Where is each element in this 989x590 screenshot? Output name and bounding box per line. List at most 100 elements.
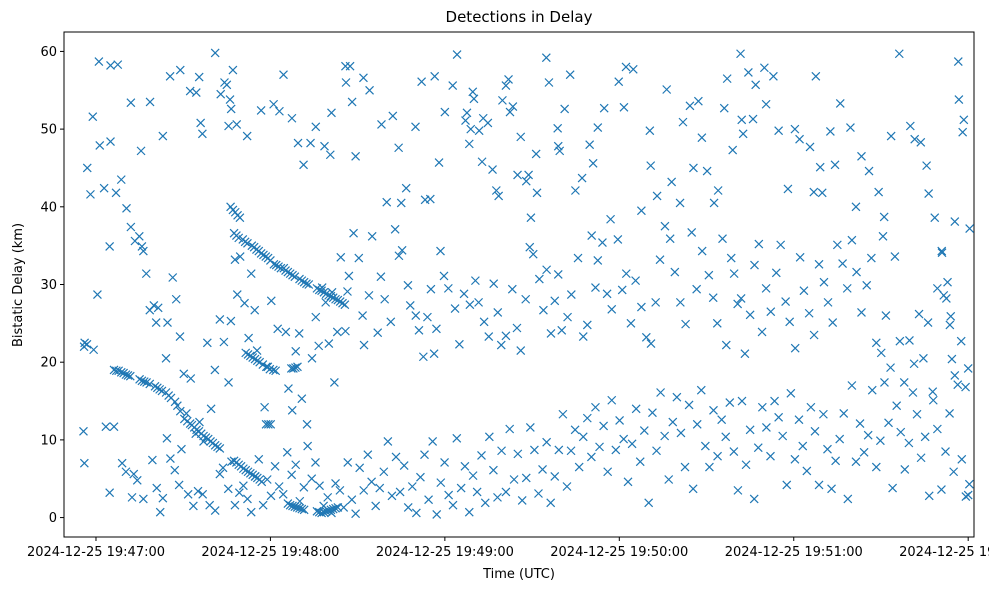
data-point	[417, 77, 427, 87]
y-tick: 50	[40, 123, 64, 138]
data-point	[312, 506, 322, 516]
data-point	[440, 107, 450, 117]
data-point	[743, 67, 753, 77]
data-point	[863, 430, 873, 440]
data-point	[843, 494, 853, 504]
x-axis-label: Time (UTC)	[482, 567, 555, 582]
data-point	[397, 245, 407, 255]
data-point	[961, 382, 970, 392]
data-point	[383, 437, 393, 446]
data-point	[819, 277, 829, 287]
data-point	[923, 318, 933, 327]
data-point	[274, 482, 284, 491]
x-tick: 2024-12-25 19:51:00	[725, 537, 863, 560]
data-point	[354, 253, 364, 263]
data-point	[963, 363, 973, 373]
data-point	[188, 501, 198, 511]
data-point	[641, 332, 651, 342]
data-point	[761, 283, 771, 293]
data-point	[521, 294, 531, 304]
data-point	[718, 234, 727, 244]
data-point	[314, 341, 324, 351]
data-point	[665, 234, 675, 244]
data-point	[175, 332, 185, 341]
data-point	[656, 388, 666, 397]
data-point	[646, 161, 656, 171]
data-point	[619, 102, 629, 112]
data-point	[790, 343, 800, 353]
data-point	[321, 297, 331, 307]
data-point	[202, 338, 212, 348]
data-point	[232, 120, 242, 129]
data-point	[116, 175, 126, 185]
data-point	[918, 353, 928, 363]
data-point	[947, 354, 957, 364]
data-point	[505, 107, 515, 117]
data-point	[307, 474, 317, 484]
data-point	[895, 336, 905, 346]
data-point	[852, 267, 861, 277]
data-point	[452, 50, 462, 59]
data-point	[954, 95, 964, 105]
data-point	[175, 406, 185, 416]
data-point	[235, 213, 245, 223]
data-point	[195, 417, 204, 427]
data-point	[692, 419, 702, 429]
data-point	[804, 308, 814, 318]
data-point	[299, 160, 308, 170]
data-point	[516, 346, 526, 355]
data-point	[105, 242, 115, 251]
data-point	[174, 480, 184, 490]
data-point	[390, 224, 400, 234]
data-point	[269, 259, 279, 269]
data-point	[513, 449, 523, 459]
data-point	[317, 508, 327, 518]
data-point	[226, 316, 236, 326]
data-point	[660, 221, 670, 231]
data-point	[876, 348, 886, 358]
data-point	[246, 269, 256, 279]
data-point	[672, 392, 682, 402]
data-point	[287, 113, 297, 123]
data-point	[670, 267, 680, 277]
data-point	[685, 101, 695, 111]
data-point	[524, 170, 534, 180]
data-point	[916, 137, 926, 147]
data-point	[721, 432, 731, 442]
data-point	[636, 206, 646, 216]
data-point	[578, 332, 588, 341]
data-point	[554, 445, 564, 455]
data-point	[508, 102, 518, 112]
data-point	[227, 457, 236, 467]
data-point	[149, 301, 159, 310]
data-point	[531, 149, 541, 159]
data-point	[660, 431, 670, 441]
data-point	[512, 323, 522, 333]
data-point	[842, 283, 852, 293]
data-point	[483, 118, 493, 128]
data-point	[681, 319, 691, 329]
data-point	[266, 296, 276, 306]
data-point	[771, 268, 781, 278]
data-point	[867, 385, 877, 395]
data-point	[263, 419, 273, 429]
data-point	[243, 494, 252, 504]
data-point	[713, 451, 722, 461]
data-point	[823, 444, 832, 454]
data-point	[689, 163, 698, 173]
data-point	[293, 138, 303, 148]
data-point	[175, 65, 185, 75]
data-point	[675, 297, 685, 307]
data-point	[504, 74, 513, 84]
data-point	[757, 327, 767, 337]
data-point	[343, 457, 353, 467]
data-point	[465, 300, 475, 310]
data-point	[908, 388, 918, 397]
data-point	[587, 231, 597, 240]
data-point	[367, 477, 377, 487]
data-point	[311, 457, 320, 467]
data-point	[578, 432, 588, 442]
x-tick-label: 2024-12-25 19:48:00	[201, 545, 339, 560]
data-point	[327, 108, 336, 118]
